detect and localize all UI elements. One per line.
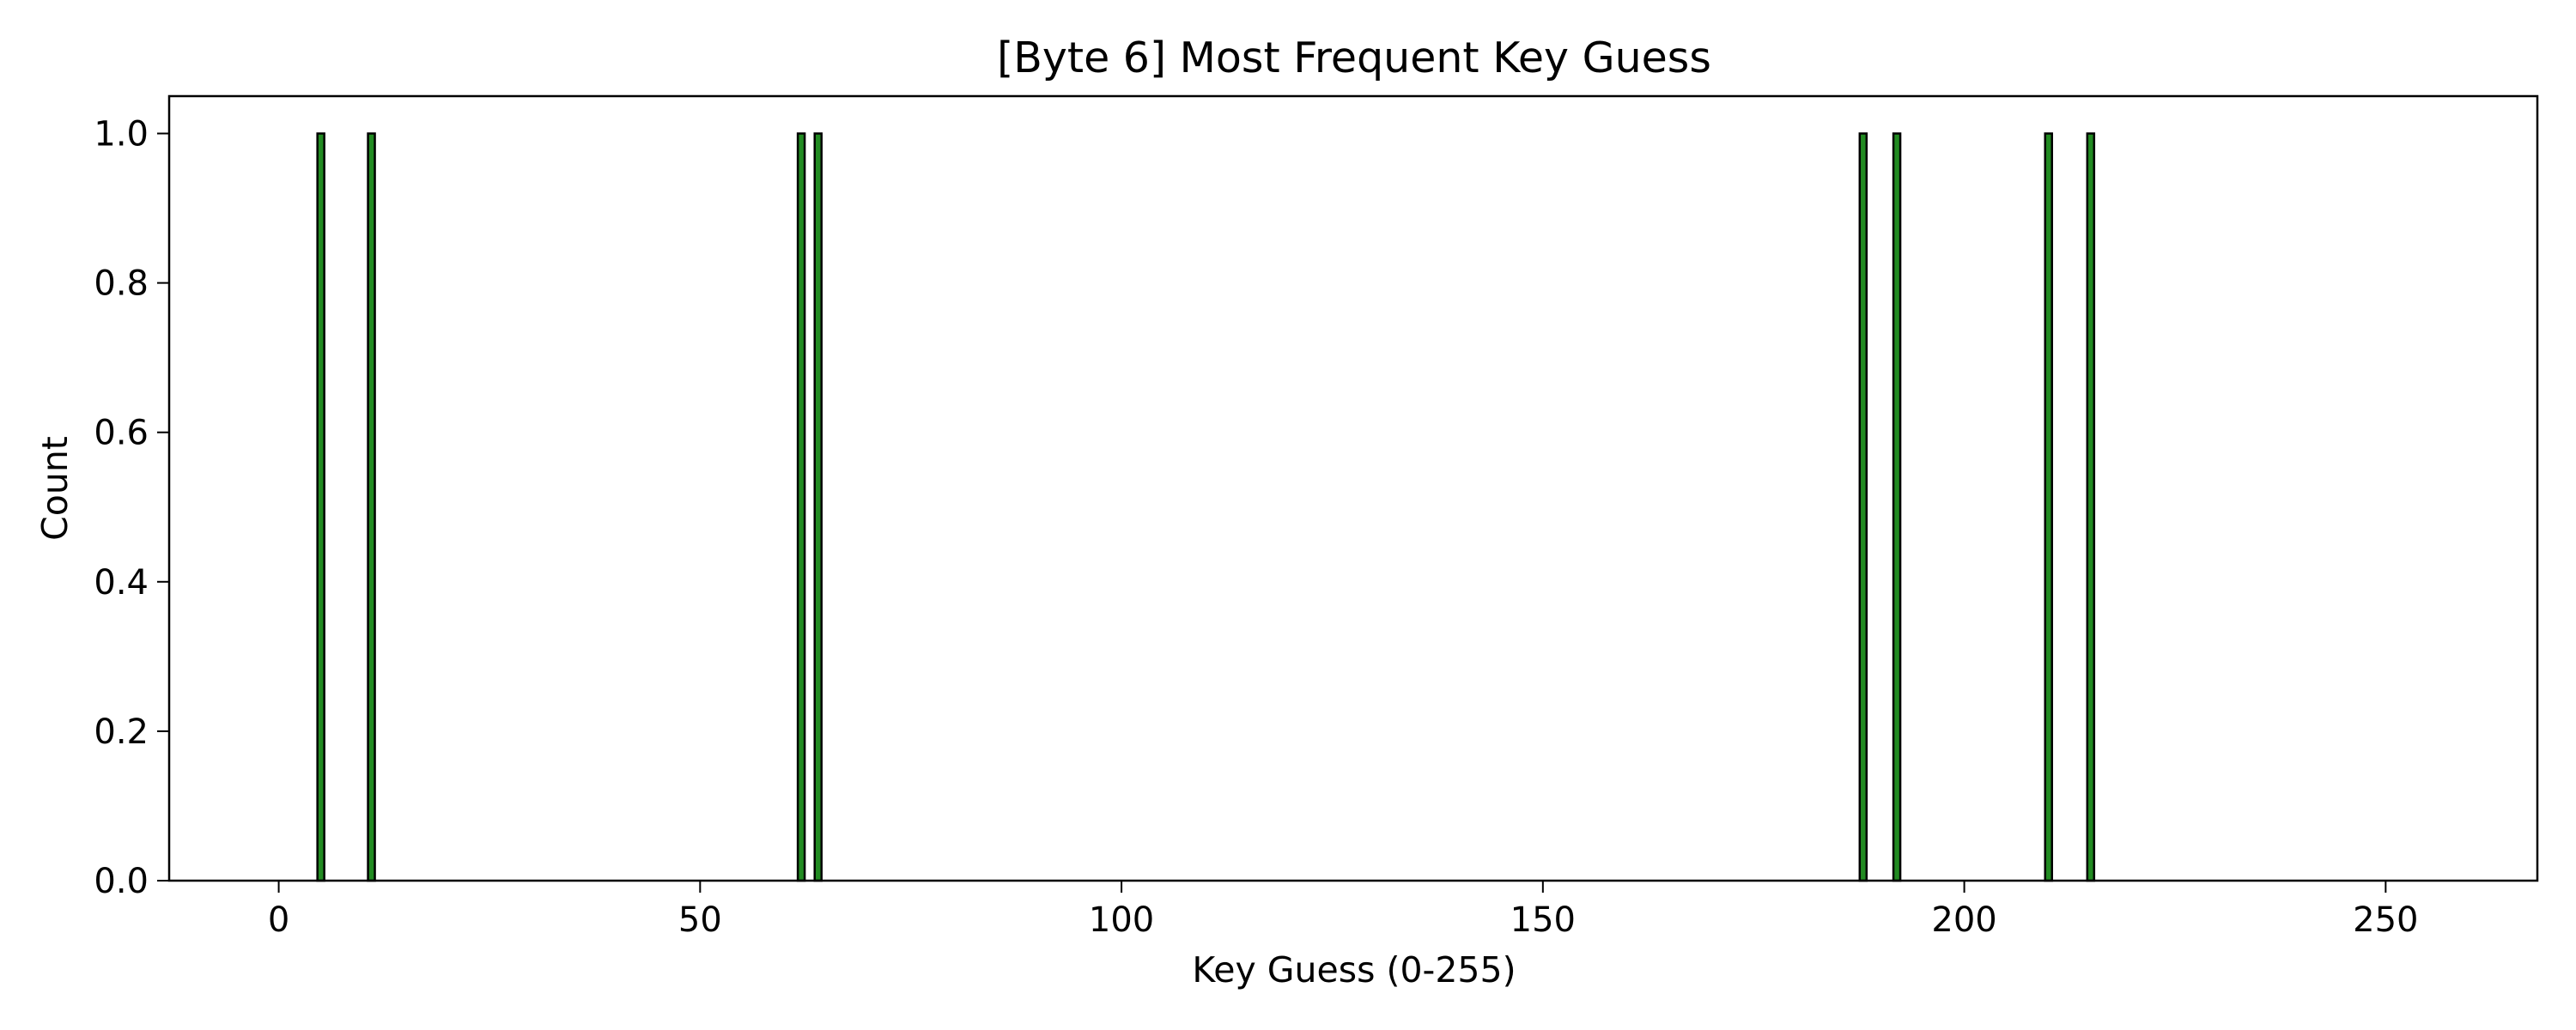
plot-area bbox=[167, 94, 2539, 882]
bar bbox=[316, 132, 325, 882]
x-tick-label: 200 bbox=[1931, 900, 1996, 940]
bar bbox=[2044, 132, 2053, 882]
x-tick-label: 0 bbox=[268, 900, 289, 940]
chart-title: [Byte 6] Most Frequent Key Guess bbox=[997, 33, 1711, 82]
x-axis: 0 50 100 150 200 250 bbox=[268, 881, 2419, 940]
plot-background bbox=[169, 96, 2537, 881]
bar bbox=[2086, 132, 2096, 882]
x-tick-label: 250 bbox=[2353, 900, 2418, 940]
y-tick-label: 0.2 bbox=[94, 712, 149, 752]
x-tick-label: 50 bbox=[678, 900, 722, 940]
bar bbox=[813, 132, 823, 882]
y-tick-label: 0.0 bbox=[94, 862, 149, 901]
x-axis-label: Key Guess (0-255) bbox=[1192, 949, 1516, 991]
bar bbox=[1892, 132, 1902, 882]
y-tick-label: 0.8 bbox=[94, 264, 149, 304]
bar bbox=[1858, 132, 1868, 882]
bar bbox=[367, 132, 376, 882]
x-tick-label: 150 bbox=[1510, 900, 1576, 940]
bar bbox=[796, 132, 806, 882]
y-tick-label: 0.6 bbox=[94, 414, 149, 453]
plot-frame bbox=[167, 94, 2539, 882]
y-axis-label: Count bbox=[34, 436, 76, 541]
y-tick-label: 0.4 bbox=[94, 563, 149, 603]
y-tick-label: 1.0 bbox=[94, 115, 149, 154]
x-tick-label: 100 bbox=[1089, 900, 1154, 940]
y-axis: 0.0 0.2 0.4 0.6 0.8 1.0 bbox=[94, 115, 169, 901]
